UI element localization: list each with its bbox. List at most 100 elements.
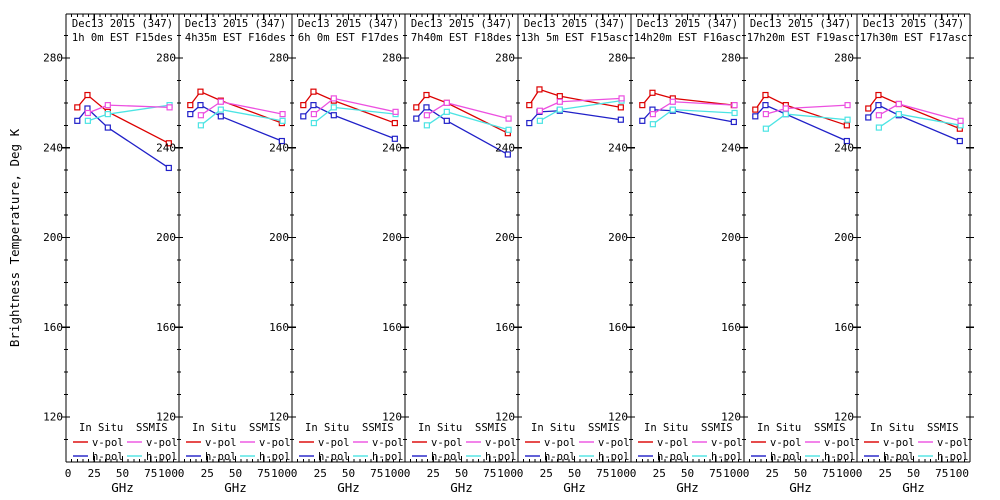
y-tick-label: 280	[156, 52, 176, 65]
series-insitu-vpol	[754, 94, 848, 126]
x-axis-label: GHz	[902, 480, 925, 495]
series-insitu-hpol-marker	[217, 113, 224, 120]
legend-label: h-pol	[824, 451, 856, 463]
series-ssmis-hpol-marker	[505, 126, 512, 133]
x-tick-label: 50	[455, 467, 468, 480]
series-ssmis-hpol-marker	[330, 104, 337, 111]
y-tick-label: 120	[156, 411, 176, 424]
panel-title: Dec13 2015 (347)	[524, 18, 625, 30]
legend-header: In Situ	[305, 422, 349, 434]
series-ssmis-hpol-marker	[84, 117, 91, 124]
series-insitu-vpol-marker	[310, 88, 317, 95]
series-ssmis-vpol-marker	[649, 110, 656, 118]
series-ssmis-vpol-marker	[782, 105, 789, 112]
y-tick-label: 200	[43, 231, 63, 244]
series-ssmis-vpol-marker	[423, 112, 430, 119]
legend-label: v-pol	[657, 437, 689, 449]
series-insitu-vpol-marker	[413, 104, 420, 111]
series-ssmis-hpol-marker	[669, 106, 676, 113]
legend-header: In Situ	[644, 422, 688, 434]
series-ssmis-vpol-marker	[669, 98, 676, 105]
series-ssmis-hpol-marker	[731, 109, 738, 117]
series-insitu-hpol-marker	[391, 135, 398, 142]
x-tick-label: 75	[596, 467, 609, 480]
series-ssmis-vpol-marker	[556, 98, 563, 105]
series-insitu-hpol-marker	[310, 102, 317, 109]
y-tick-label: 160	[43, 321, 63, 334]
x-tick-label: 50	[342, 467, 355, 480]
series-ssmis-vpol-marker	[310, 110, 317, 118]
series-insitu-hpol-marker	[187, 110, 194, 118]
series-insitu-hpol	[76, 107, 170, 169]
y-tick-label: 160	[382, 321, 402, 334]
series-ssmis-hpol-marker	[556, 106, 563, 113]
series-insitu-vpol-marker	[165, 140, 172, 147]
series-insitu-hpol-marker	[74, 117, 81, 124]
series-insitu-vpol	[641, 92, 734, 106]
series-ssmis-vpol-marker	[505, 115, 512, 122]
legend-header: SSMIS	[588, 422, 620, 434]
series-ssmis-vpol-marker	[279, 110, 286, 118]
y-tick-label: 120	[382, 411, 402, 424]
series-insitu-hpol	[528, 110, 621, 124]
panel-title: Dec13 2015 (347)	[863, 18, 964, 30]
y-tick-label: 240	[721, 141, 741, 154]
panel-title: Dec13 2015 (347)	[637, 18, 738, 30]
legend-header: In Situ	[531, 422, 575, 434]
panel-title: Dec13 2015 (347)	[298, 18, 399, 30]
x-tick-label: 0	[856, 467, 863, 480]
legend-header: SSMIS	[249, 422, 281, 434]
series-ssmis-hpol-marker	[217, 106, 224, 113]
series-ssmis-hpol-marker	[782, 110, 789, 118]
y-tick-label: 200	[608, 231, 628, 244]
series-insitu-hpol-marker	[526, 119, 533, 127]
y-tick-label: 240	[156, 141, 176, 154]
series-insitu-vpol-marker	[526, 102, 533, 109]
series-insitu-hpol	[754, 104, 848, 142]
x-tick-label: 75	[370, 467, 383, 480]
x-tick-label: 0	[291, 467, 298, 480]
series-ssmis-hpol-marker	[197, 122, 204, 129]
x-axis-label: GHz	[111, 480, 134, 495]
y-tick-label: 240	[269, 141, 289, 154]
panel-subtitle: 4h35m EST F16des	[185, 32, 286, 44]
legend-header: SSMIS	[814, 422, 846, 434]
panel-subtitle: 7h40m EST F18des	[411, 32, 512, 44]
y-tick-label: 160	[721, 321, 741, 334]
x-tick-label: 75	[257, 467, 270, 480]
legend-header: In Situ	[870, 422, 914, 434]
legend-label: v-pol	[259, 437, 291, 449]
x-tick-label: 75	[483, 467, 496, 480]
x-tick-label: 25	[427, 467, 440, 480]
x-tick-label: 25	[88, 467, 101, 480]
series-insitu-vpol-marker	[84, 91, 91, 99]
x-tick-label: 75	[709, 467, 722, 480]
y-tick-label: 160	[608, 321, 628, 334]
series-ssmis-hpol-marker	[279, 117, 286, 124]
x-tick-label: 0	[65, 467, 72, 480]
series-ssmis-vpol-marker	[618, 95, 625, 102]
series-ssmis-hpol-marker	[844, 116, 851, 123]
series-ssmis-vpol-marker	[875, 112, 882, 119]
x-axis-label: GHz	[450, 480, 473, 495]
series-ssmis-vpol-marker	[166, 104, 173, 111]
x-tick-label: 100	[497, 467, 517, 480]
legend-label: h-pol	[598, 451, 630, 463]
panel-subtitle: 14h20m EST F16asc	[634, 32, 741, 44]
y-tick-label: 200	[495, 231, 515, 244]
series-insitu-vpol-marker	[843, 122, 850, 129]
x-tick-label: 75	[822, 467, 835, 480]
y-tick-label: 280	[382, 52, 402, 65]
legend-header: SSMIS	[475, 422, 507, 434]
series-insitu-hpol-marker	[875, 102, 882, 109]
legend-label: h-pol	[146, 451, 178, 463]
x-tick-label: 100	[610, 467, 630, 480]
x-tick-label: 0	[743, 467, 750, 480]
series-insitu-vpol-marker	[536, 86, 543, 93]
series-ssmis-vpol-marker	[84, 109, 91, 117]
y-tick-label: 240	[495, 141, 515, 154]
legend-label: v-pol	[205, 437, 237, 449]
series-ssmis-vpol-marker	[330, 95, 337, 102]
series-insitu-vpol-marker	[423, 91, 430, 99]
x-tick-label: 0	[178, 467, 185, 480]
